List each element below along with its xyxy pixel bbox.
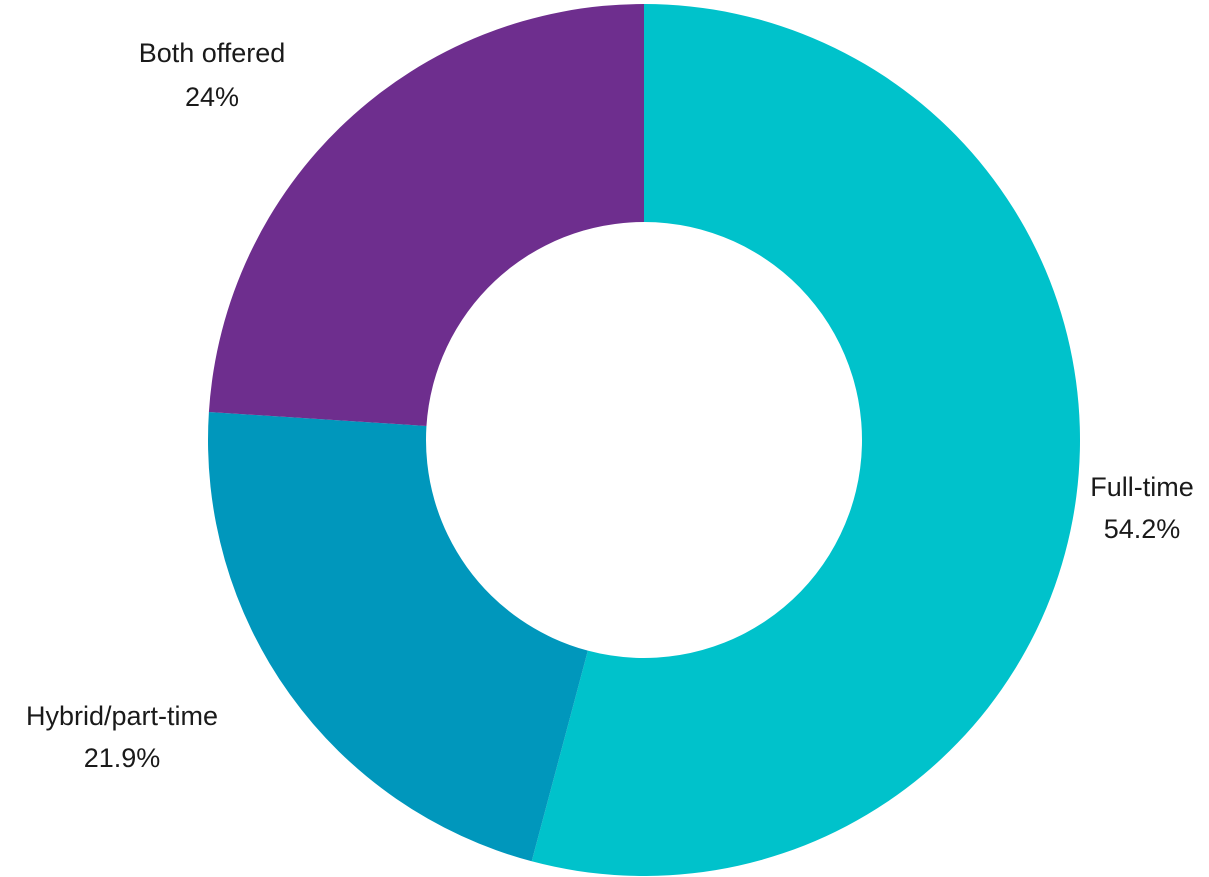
slice-both-offered [208, 4, 644, 426]
slice-label-value: 24% [185, 82, 239, 112]
slice-label-value: 54.2% [1104, 514, 1181, 544]
slice-label-name: Full-time [1090, 472, 1194, 502]
slice-label-value: 21.9% [84, 743, 161, 773]
donut-slices [207, 4, 1080, 876]
slice-label-name: Both offered [139, 38, 286, 68]
slice-labels: Full-time 54.2% Hybrid/part-time 21.9% Both … [26, 38, 1194, 773]
slice-label-name: Hybrid/part-time [26, 701, 218, 731]
slice-full-time [531, 4, 1080, 876]
slice-hybrid-part-time [207, 411, 588, 862]
